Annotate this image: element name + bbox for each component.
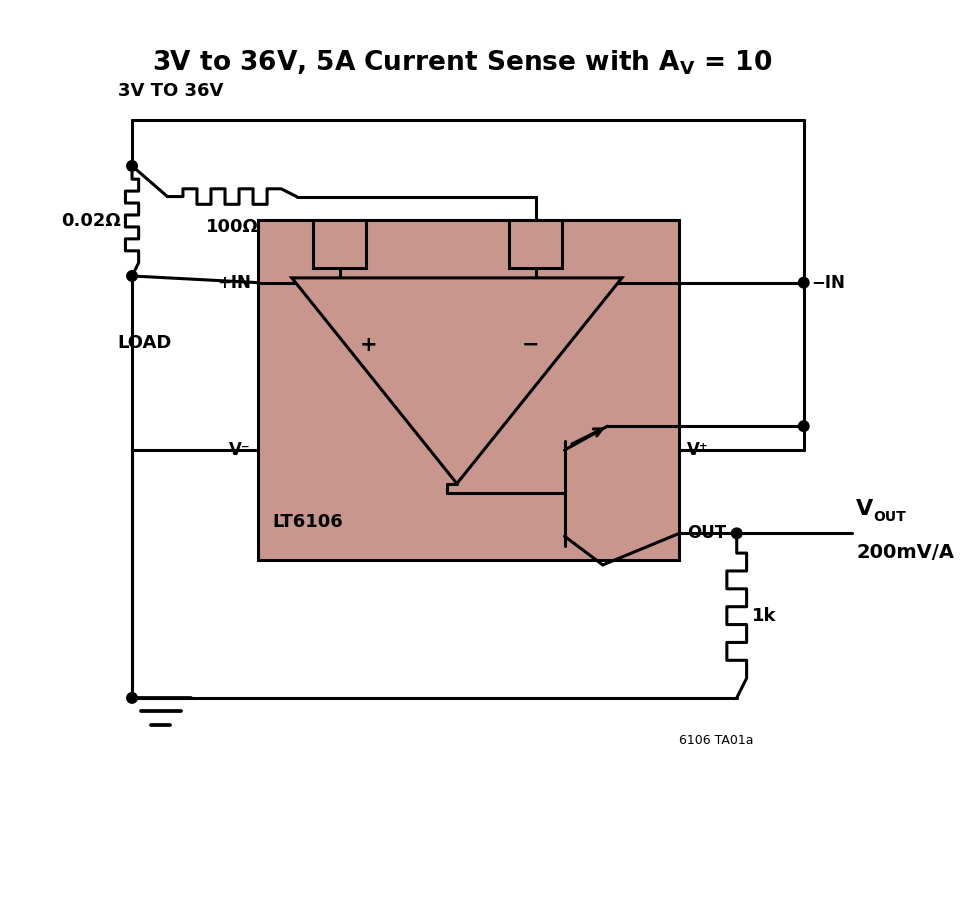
Text: −: −	[522, 335, 539, 355]
Text: −IN: −IN	[812, 273, 845, 291]
Text: +IN: +IN	[217, 273, 251, 291]
Text: V⁺: V⁺	[687, 441, 708, 459]
Text: 3V TO 36V: 3V TO 36V	[118, 82, 223, 100]
Text: 0.02Ω: 0.02Ω	[61, 212, 121, 230]
Circle shape	[126, 161, 137, 171]
Circle shape	[126, 271, 137, 281]
Circle shape	[731, 529, 742, 538]
Text: OUT: OUT	[687, 524, 726, 542]
Text: 200mV/A: 200mV/A	[856, 543, 954, 562]
Text: LT6106: LT6106	[273, 513, 344, 531]
Text: 6106 TA01a: 6106 TA01a	[679, 735, 754, 748]
Text: 3V to 36V, 5A Current Sense with A$_\mathregular{V}$ = 10: 3V to 36V, 5A Current Sense with A$_\mat…	[152, 48, 772, 77]
Polygon shape	[291, 278, 621, 483]
Text: 100Ω: 100Ω	[206, 217, 259, 235]
Text: 1k: 1k	[752, 606, 777, 624]
Text: +: +	[360, 335, 377, 355]
Bar	[314, 221, 366, 268]
Text: OUT: OUT	[873, 510, 906, 524]
Text: V: V	[856, 499, 873, 519]
Text: V⁻: V⁻	[229, 441, 251, 459]
Circle shape	[798, 278, 809, 288]
Circle shape	[798, 421, 809, 432]
Bar	[259, 221, 679, 560]
Text: LOAD: LOAD	[118, 334, 172, 352]
Bar	[510, 221, 563, 268]
Circle shape	[126, 692, 137, 703]
